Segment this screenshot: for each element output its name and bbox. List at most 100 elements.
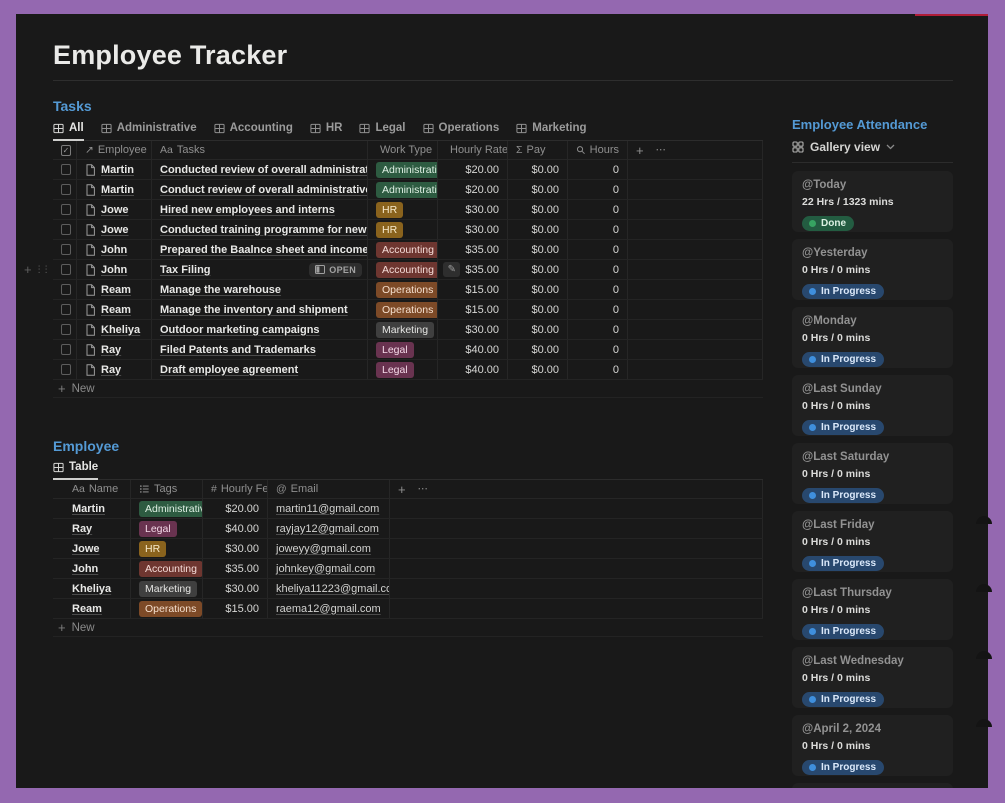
work-type-cell[interactable]: Administrative xyxy=(368,160,438,179)
hours-cell[interactable]: 0 xyxy=(568,320,628,339)
attendance-card[interactable]: @Last Wednesday 0 Hrs / 0 mins In Progress xyxy=(792,647,953,708)
pay-column-header[interactable]: Σ Pay xyxy=(508,141,568,159)
hours-cell[interactable]: 0 xyxy=(568,220,628,239)
task-cell[interactable]: Hired new employees and interns xyxy=(152,200,368,219)
employee-cell[interactable]: Jowe xyxy=(77,200,152,219)
pay-cell[interactable]: $0.00 xyxy=(508,240,568,259)
hourly-rate-cell[interactable]: $30.00 xyxy=(438,320,508,339)
row-checkbox[interactable] xyxy=(61,344,71,355)
tasks-column-header[interactable]: Aa Tasks xyxy=(152,141,368,159)
pay-cell[interactable]: $0.00 xyxy=(508,180,568,199)
task-cell[interactable]: Prepared the Baalnce sheet and income st… xyxy=(152,240,368,259)
row-checkbox[interactable] xyxy=(61,304,71,315)
hours-cell[interactable]: 0 xyxy=(568,240,628,259)
employee-cell[interactable]: Martin xyxy=(77,160,152,179)
tab-hr[interactable]: HR xyxy=(310,122,342,140)
table-options-button[interactable]: ⋯ xyxy=(655,144,667,156)
employee-database-link[interactable]: Employee xyxy=(53,438,120,454)
row-checkbox[interactable] xyxy=(61,224,71,235)
work-type-cell[interactable]: Operations xyxy=(368,280,438,299)
select-all-column-header[interactable]: ✓ xyxy=(53,141,77,159)
work-type-cell[interactable]: HR xyxy=(368,200,438,219)
tab-legal[interactable]: Legal xyxy=(359,122,406,140)
task-cell[interactable]: Manage the warehouse xyxy=(152,280,368,299)
tab-all[interactable]: All xyxy=(53,122,84,141)
work-type-column-header[interactable]: Work Type xyxy=(368,141,438,159)
hourly-rate-cell[interactable]: $30.00 xyxy=(438,200,508,219)
hours-cell[interactable]: 0 xyxy=(568,200,628,219)
open-button[interactable]: OPEN xyxy=(309,262,362,277)
drag-handle[interactable]: ⋮⋮ xyxy=(34,264,51,274)
hourly-rate-cell[interactable]: $40.00 xyxy=(438,360,508,379)
attendance-card[interactable]: @Today 22 Hrs / 1323 mins Done xyxy=(792,171,953,232)
work-type-cell[interactable]: Accounting xyxy=(368,240,438,259)
tab-administrative[interactable]: Administrative xyxy=(101,122,197,140)
add-column-button[interactable]: + xyxy=(636,142,644,158)
email-column-header[interactable]: @ Email xyxy=(268,480,390,498)
pay-cell[interactable]: $0.00 xyxy=(508,340,568,359)
attendance-card[interactable]: @Last Saturday 0 Hrs / 0 mins In Progress xyxy=(792,443,953,504)
name-cell[interactable]: Ream xyxy=(53,599,131,618)
task-cell[interactable]: Conducted review of overall administrati… xyxy=(152,160,368,179)
hourly-rate-column-header[interactable]: Hourly Rate xyxy=(438,141,508,159)
hours-cell[interactable]: 0 xyxy=(568,340,628,359)
attendance-card[interactable]: @April 2, 2024 0 Hrs / 0 mins In Progress xyxy=(792,715,953,776)
attendance-card[interactable]: @Last Thursday 0 Hrs / 0 mins In Progress xyxy=(792,579,953,640)
task-cell[interactable]: Conducted training programme for new emp… xyxy=(152,220,368,239)
hourly-rate-cell[interactable]: $15.00 xyxy=(438,300,508,319)
email-cell[interactable]: rayjay12@gmail.com xyxy=(268,519,390,538)
employee-cell[interactable]: Ray xyxy=(77,360,152,379)
employee-cell[interactable]: John xyxy=(77,240,152,259)
work-type-cell[interactable]: Accounting xyxy=(368,260,438,279)
work-type-cell[interactable]: Legal xyxy=(368,340,438,359)
tasks-database-link[interactable]: Tasks xyxy=(53,98,92,114)
hours-cell[interactable]: 0 xyxy=(568,180,628,199)
name-column-header[interactable]: Aa Name xyxy=(53,480,131,498)
task-cell[interactable]: Outdoor marketing campaigns xyxy=(152,320,368,339)
email-cell[interactable]: martin11@gmail.com xyxy=(268,499,390,518)
employee-new-row-button[interactable]: + New xyxy=(53,619,763,637)
tags-cell[interactable]: Operations xyxy=(131,599,203,618)
attendance-card[interactable]: @Yesterday 0 Hrs / 0 mins In Progress xyxy=(792,239,953,300)
employee-column-header[interactable]: ↗ Employee xyxy=(77,141,152,159)
pay-cell[interactable]: $0.00 xyxy=(508,220,568,239)
employee-cell[interactable]: Ray xyxy=(77,340,152,359)
hourly-fee-column-header[interactable]: # Hourly Fee xyxy=(203,480,268,498)
work-type-cell[interactable]: Operations xyxy=(368,300,438,319)
add-column-button[interactable]: + xyxy=(398,481,406,497)
work-type-cell[interactable]: Legal xyxy=(368,360,438,379)
hourly-rate-cell[interactable]: $30.00 xyxy=(438,220,508,239)
add-block-button[interactable]: + xyxy=(24,262,32,277)
hourly-rate-cell[interactable]: $20.00 xyxy=(438,160,508,179)
name-cell[interactable]: Kheliya xyxy=(53,579,131,598)
tags-cell[interactable]: Marketing xyxy=(131,579,203,598)
name-cell[interactable]: John xyxy=(53,559,131,578)
email-cell[interactable]: johnkey@gmail.com xyxy=(268,559,390,578)
hours-cell[interactable]: 0 xyxy=(568,300,628,319)
hours-column-header[interactable]: Hours xyxy=(568,141,628,159)
name-cell[interactable]: Martin xyxy=(53,499,131,518)
hourly-fee-cell[interactable]: $40.00 xyxy=(203,519,268,538)
row-checkbox[interactable] xyxy=(61,324,71,335)
pay-cell[interactable]: $0.00 xyxy=(508,260,568,279)
tab-operations[interactable]: Operations xyxy=(422,122,499,140)
tags-cell[interactable]: Legal xyxy=(131,519,203,538)
row-checkbox[interactable] xyxy=(61,364,71,375)
employee-cell[interactable]: Martin xyxy=(77,180,152,199)
task-cell[interactable]: Tax Filing OPEN xyxy=(152,260,368,279)
row-checkbox[interactable] xyxy=(61,184,71,195)
pay-cell[interactable]: $0.00 xyxy=(508,280,568,299)
tab-marketing[interactable]: Marketing xyxy=(516,122,587,140)
gallery-view-selector[interactable]: Gallery view xyxy=(792,138,953,156)
pay-cell[interactable]: $0.00 xyxy=(508,160,568,179)
email-cell[interactable]: raema12@gmail.com xyxy=(268,599,390,618)
row-checkbox[interactable] xyxy=(61,164,71,175)
row-checkbox[interactable] xyxy=(61,284,71,295)
hours-cell[interactable]: 0 xyxy=(568,160,628,179)
task-cell[interactable]: Conduct review of overall administrative… xyxy=(152,180,368,199)
hours-cell[interactable]: 0 xyxy=(568,260,628,279)
attendance-card[interactable]: @Last Sunday 0 Hrs / 0 mins In Progress xyxy=(792,375,953,436)
tags-column-header[interactable]: Tags xyxy=(131,480,203,498)
hours-cell[interactable]: 0 xyxy=(568,360,628,379)
